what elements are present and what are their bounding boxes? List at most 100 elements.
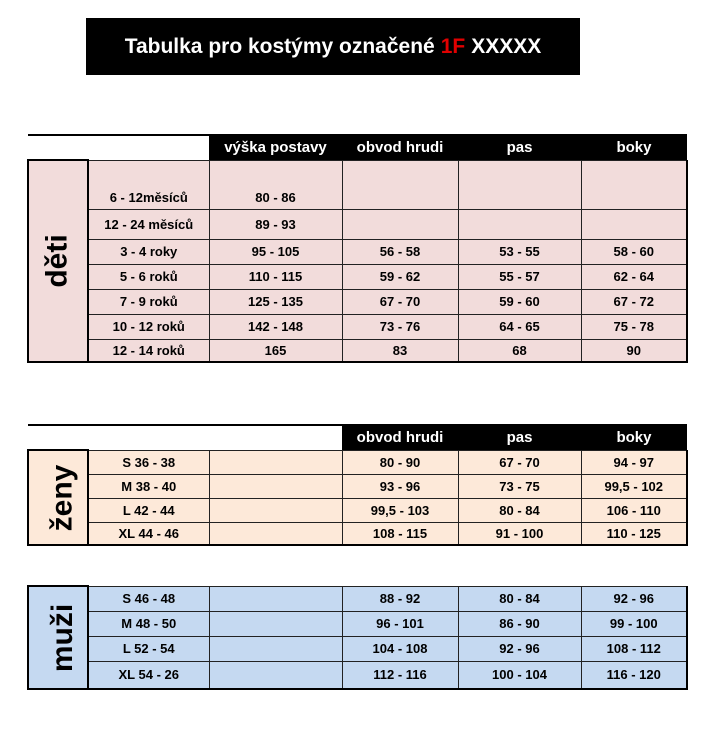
measurement-cell: 86 - 90 [457, 610, 582, 637]
measurement-cell [208, 635, 343, 662]
size-label: 12 - 24 měsíců [87, 208, 210, 240]
measurement-cell [208, 521, 343, 546]
measurement-cell: 58 - 60 [580, 238, 688, 265]
size-label: 6 - 12měsíců [87, 159, 210, 210]
size-label: M 48 - 50 [87, 610, 210, 637]
measurement-cell: 89 - 93 [208, 208, 343, 240]
measurement-cell: 165 [208, 338, 343, 363]
table-row: 5 - 6 roků 110 - 115 59 - 62 55 - 57 62 - 64 [28, 263, 688, 290]
measurement-cell: 62 - 64 [580, 263, 688, 290]
measurement-cell [208, 610, 343, 637]
measurement-cell: 56 - 58 [341, 238, 459, 265]
table-row: muži S 46 - 48 88 - 92 80 - 84 92 - 96 [27, 585, 688, 690]
group-label: děti [27, 159, 89, 363]
measurement-cell: 75 - 78 [580, 313, 688, 340]
measurement-cell [341, 159, 459, 210]
measurement-cell [208, 660, 343, 690]
measurement-cell: 80 - 84 [457, 585, 582, 612]
size-label: XL 44 - 46 [87, 521, 210, 546]
table-row: XL 54 - 26 112 - 116 100 - 104 116 - 120 [28, 660, 688, 690]
size-label: 12 - 14 roků [87, 338, 210, 363]
size-label: 3 - 4 roky [87, 238, 210, 265]
table-row: 3 - 4 roky 95 - 105 56 - 58 53 - 55 58 - 60 [28, 238, 688, 265]
table-row: M 48 - 50 96 - 101 86 - 90 99 - 100 [28, 610, 688, 637]
measurement-cell: 59 - 60 [457, 288, 582, 315]
size-label: L 52 - 54 [87, 635, 210, 662]
column-header-hips: boky [581, 134, 687, 160]
measurement-cell: 73 - 76 [341, 313, 459, 340]
measurement-cell: 68 [457, 338, 582, 363]
measurement-cell: 67 - 70 [341, 288, 459, 315]
column-header-hips: boky [581, 424, 687, 450]
size-label: L 42 - 44 [87, 497, 210, 523]
measurement-cell [580, 208, 688, 240]
measurement-cell: 73 - 75 [457, 473, 582, 499]
title-prefix: Tabulka pro kostýmy označené [124, 34, 435, 58]
column-header-waist: pas [458, 134, 581, 160]
measurement-cell [208, 497, 343, 523]
page-title: Tabulka pro kostýmy označené 1F XXXXX [86, 18, 580, 75]
group-label-text: ženy [45, 464, 79, 531]
measurement-cell: 95 - 105 [208, 238, 343, 265]
column-header-height: výška postavy [209, 134, 342, 160]
column-header-chest: obvod hrudi [342, 424, 458, 450]
measurement-cell: 112 - 116 [341, 660, 459, 690]
group-label: ženy [27, 449, 89, 546]
measurement-cell: 96 - 101 [341, 610, 459, 637]
measurement-cell: 99,5 - 102 [580, 473, 688, 499]
table-row: M 38 - 40 93 - 96 73 - 75 99,5 - 102 [28, 473, 688, 499]
measurement-cell: 116 - 120 [580, 660, 688, 690]
size-label: 7 - 9 roků [87, 288, 210, 315]
measurement-cell: 67 - 72 [580, 288, 688, 315]
measurement-cell [208, 585, 343, 612]
measurement-cell: 83 [341, 338, 459, 363]
group-label-text: děti [41, 234, 74, 288]
size-label: XL 54 - 26 [87, 660, 210, 690]
blank-cell [209, 424, 342, 450]
measurement-cell [580, 159, 688, 210]
group-label-text: muži [46, 603, 80, 672]
table-row: XL 44 - 46 108 - 115 91 - 100 110 - 125 [28, 521, 688, 546]
measurement-cell: 94 - 97 [580, 449, 688, 475]
table-row: 12 - 24 měsíců 89 - 93 [28, 208, 688, 240]
size-label: M 38 - 40 [87, 473, 210, 499]
measurement-cell: 67 - 70 [457, 449, 582, 475]
measurement-cell: 64 - 65 [457, 313, 582, 340]
blank-cell [88, 134, 209, 160]
measurement-cell: 110 - 115 [208, 263, 343, 290]
measurement-cell: 91 - 100 [457, 521, 582, 546]
measurement-cell: 99 - 100 [580, 610, 688, 637]
table-row: ženy S 36 - 38 80 - 90 67 - 70 94 - 97 [27, 449, 688, 546]
title-code: 1F [440, 34, 466, 58]
measurement-cell [457, 208, 582, 240]
measurement-cell [208, 473, 343, 499]
measurement-cell: 88 - 92 [341, 585, 459, 612]
table-row: děti 6 - 12měsíců 80 - 86 [27, 159, 688, 363]
table-row: 12 - 14 roků 165 83 68 90 [28, 338, 688, 363]
measurement-cell: 142 - 148 [208, 313, 343, 340]
measurement-cell: 125 - 135 [208, 288, 343, 315]
children-size-table: výška postavy obvod hrudi pas boky děti 6 - 1… [27, 134, 688, 363]
measurement-cell: 99,5 - 103 [341, 497, 459, 523]
measurement-cell [208, 449, 343, 475]
table-row: 7 - 9 roků 125 - 135 67 - 70 59 - 60 67 - 72 [28, 288, 688, 315]
size-label: S 36 - 38 [87, 449, 210, 475]
table-row: 10 - 12 roků 142 - 148 73 - 76 64 - 65 75 - … [28, 313, 688, 340]
measurement-cell: 108 - 115 [341, 521, 459, 546]
size-label: 5 - 6 roků [87, 263, 210, 290]
size-label: 10 - 12 roků [87, 313, 210, 340]
measurement-cell: 92 - 96 [457, 635, 582, 662]
measurement-cell: 108 - 112 [580, 635, 688, 662]
group-label: muži [27, 585, 89, 690]
measurement-cell: 92 - 96 [580, 585, 688, 612]
measurement-cell: 106 - 110 [580, 497, 688, 523]
blank-cell [88, 424, 209, 450]
measurement-cell: 80 - 90 [341, 449, 459, 475]
measurement-cell [341, 208, 459, 240]
measurement-cell: 80 - 84 [457, 497, 582, 523]
measurement-cell: 59 - 62 [341, 263, 459, 290]
measurement-cell: 55 - 57 [457, 263, 582, 290]
measurement-cell: 104 - 108 [341, 635, 459, 662]
column-header-waist: pas [458, 424, 581, 450]
title-suffix: XXXXX [471, 34, 542, 58]
